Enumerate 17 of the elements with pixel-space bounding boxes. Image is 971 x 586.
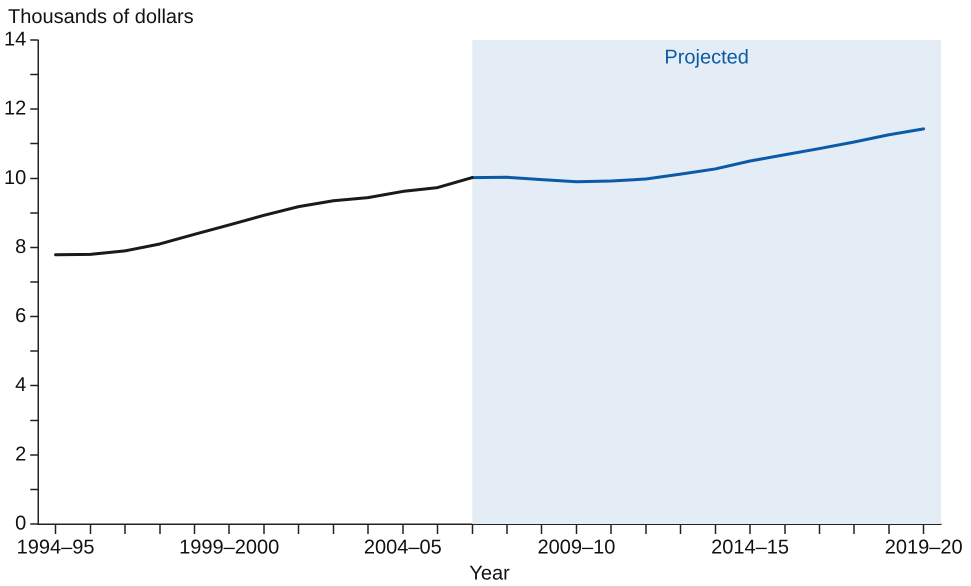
y-tick-label: 14 (4, 28, 26, 51)
x-tick-label: 2014–15 (711, 536, 789, 559)
x-tick-label: 1994–95 (16, 536, 95, 559)
y-tick-label: 10 (4, 166, 26, 189)
y-tick-label: 0 (15, 512, 26, 535)
x-tick-label: 2004–05 (364, 536, 442, 559)
x-axis-title: Year (469, 562, 510, 585)
annotation: Projected (664, 46, 749, 69)
x-tick-label: 2019–20 (884, 536, 963, 559)
x-tick-label: 2009–10 (537, 536, 616, 559)
x-tick-label: 1999–2000 (179, 536, 280, 559)
y-tick-label: 12 (4, 98, 26, 120)
y-tick-label: 8 (15, 236, 26, 258)
y-tick-label: 6 (15, 305, 26, 328)
y-tick-label: 4 (15, 374, 26, 396)
y-axis-title: Thousands of dollars (8, 6, 194, 29)
y-tick-label: 2 (15, 443, 26, 466)
